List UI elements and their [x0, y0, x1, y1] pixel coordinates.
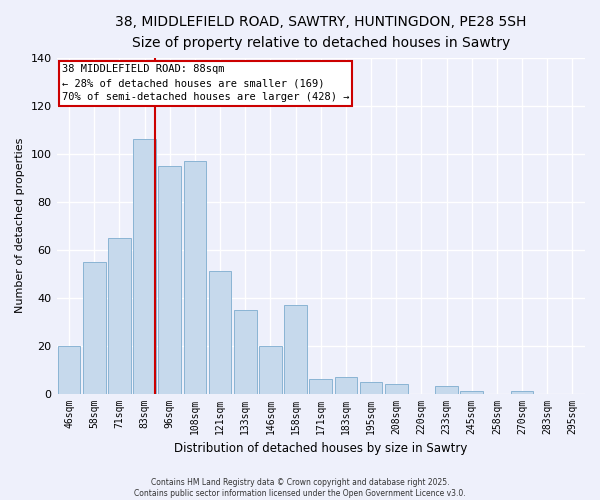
Bar	[360, 382, 382, 394]
Bar	[83, 262, 106, 394]
Bar	[184, 161, 206, 394]
Bar	[108, 238, 131, 394]
Bar	[310, 379, 332, 394]
Bar	[259, 346, 282, 394]
Bar	[209, 271, 232, 394]
Bar	[511, 391, 533, 394]
Bar	[284, 305, 307, 394]
Bar	[234, 310, 257, 394]
Bar	[58, 346, 80, 394]
Bar	[158, 166, 181, 394]
Bar	[335, 377, 357, 394]
Bar	[385, 384, 407, 394]
Text: 38 MIDDLEFIELD ROAD: 88sqm
← 28% of detached houses are smaller (169)
70% of sem: 38 MIDDLEFIELD ROAD: 88sqm ← 28% of deta…	[62, 64, 349, 102]
Bar	[133, 140, 156, 394]
Title: 38, MIDDLEFIELD ROAD, SAWTRY, HUNTINGDON, PE28 5SH
Size of property relative to : 38, MIDDLEFIELD ROAD, SAWTRY, HUNTINGDON…	[115, 15, 526, 50]
Y-axis label: Number of detached properties: Number of detached properties	[15, 138, 25, 314]
Bar	[435, 386, 458, 394]
Bar	[460, 391, 483, 394]
Text: Contains HM Land Registry data © Crown copyright and database right 2025.
Contai: Contains HM Land Registry data © Crown c…	[134, 478, 466, 498]
X-axis label: Distribution of detached houses by size in Sawtry: Distribution of detached houses by size …	[174, 442, 467, 455]
